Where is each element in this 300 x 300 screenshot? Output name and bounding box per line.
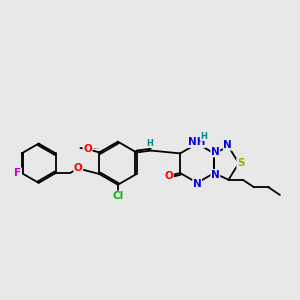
Text: methoxy: methoxy [94,148,100,149]
Text: Cl: Cl [112,191,124,201]
Text: H: H [200,131,207,140]
Text: N: N [193,178,202,189]
Text: NH: NH [188,137,205,148]
Text: S: S [237,158,244,168]
Text: N: N [211,147,220,157]
Text: N: N [211,169,220,179]
Text: H: H [146,139,153,148]
Text: O: O [164,171,173,182]
Text: N: N [224,140,232,150]
Text: O: O [83,144,92,154]
Text: O: O [74,163,83,173]
Text: F: F [14,168,21,178]
